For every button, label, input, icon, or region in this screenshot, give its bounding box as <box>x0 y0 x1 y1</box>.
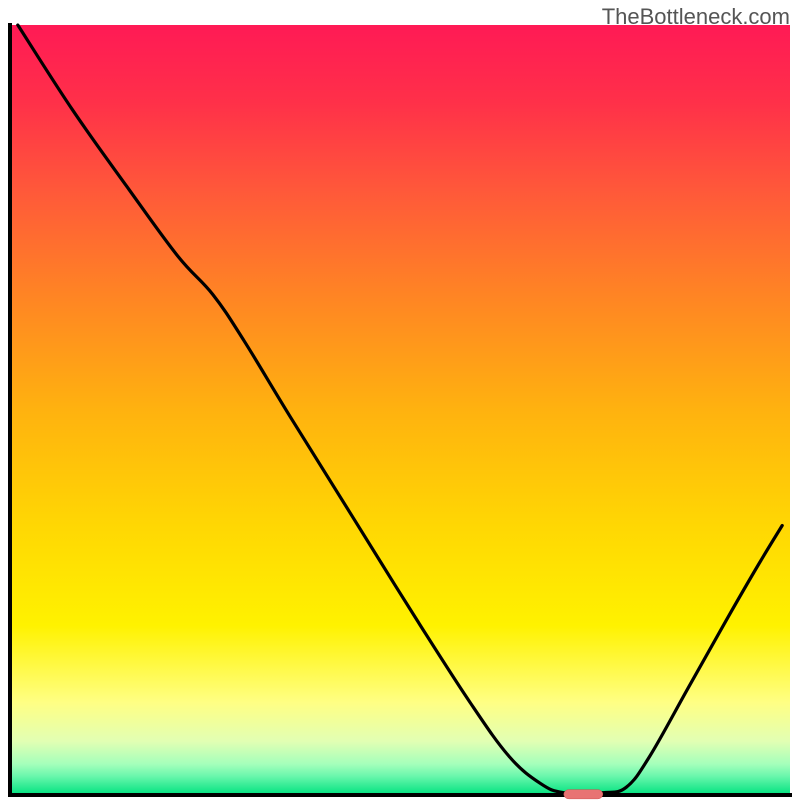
chart-svg <box>0 0 800 800</box>
watermark-text: TheBottleneck.com <box>602 4 790 30</box>
bottleneck-chart: TheBottleneck.com <box>0 0 800 800</box>
optimal-point-marker <box>564 790 603 799</box>
gradient-background <box>10 25 790 795</box>
